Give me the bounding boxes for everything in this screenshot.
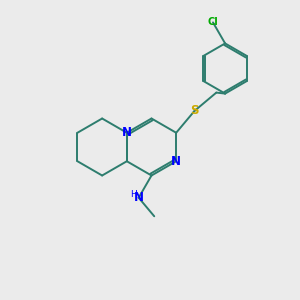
Text: Cl: Cl bbox=[208, 17, 218, 27]
Text: N: N bbox=[134, 191, 144, 204]
Text: H: H bbox=[130, 190, 137, 199]
Text: N: N bbox=[122, 126, 132, 139]
Text: S: S bbox=[190, 104, 199, 117]
Text: N: N bbox=[171, 155, 181, 168]
